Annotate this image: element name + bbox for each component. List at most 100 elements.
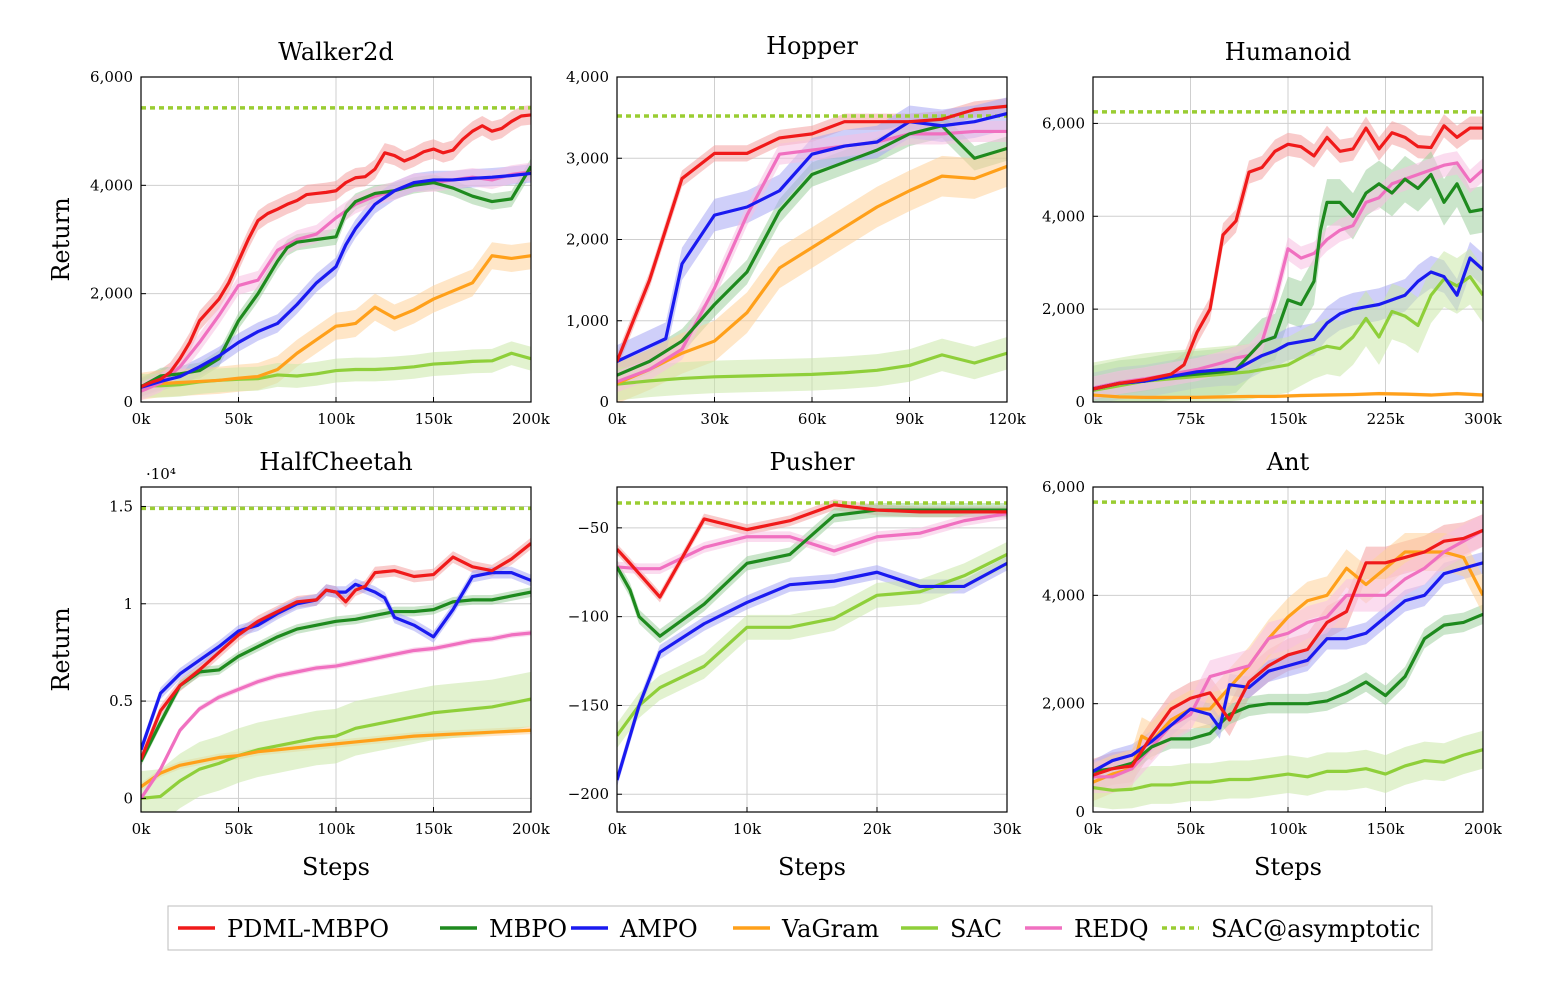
subplot-pusher: 0k 10k 20k 30k −200 −150 −100 −50 Pusher Steps <box>568 448 1022 881</box>
series-line-pdml-mbpo <box>617 503 1007 599</box>
band-vagram <box>141 242 531 400</box>
x-tick-label: 0k <box>132 410 152 428</box>
y-tick-label: 3,000 <box>566 149 609 167</box>
y-tick-label: 0 <box>123 393 133 411</box>
series-line-redq <box>1093 528 1483 779</box>
subplot-ant: 0k 50k 100k 150k 200k 0 2,000 4,000 6,000 Ant Step… <box>1042 448 1503 881</box>
series-line-mbpo <box>617 508 1007 638</box>
y-tick-label: 4,000 <box>1042 207 1085 225</box>
band-pdml-mbpo <box>1093 514 1483 792</box>
series-line-ampo <box>1093 256 1483 391</box>
legend-item-mbpo: MBPO <box>440 915 567 943</box>
legend-item-redq: REDQ <box>1025 915 1149 943</box>
x-tick-label: 50k <box>224 410 253 428</box>
legend-label: AMPO <box>619 915 698 943</box>
legend-label: REDQ <box>1074 915 1149 943</box>
series-line-pdml-mbpo <box>141 113 531 389</box>
legend-label: SAC <box>950 915 1002 943</box>
series-line-ampo <box>617 561 1007 781</box>
y-tick-label: 4,000 <box>566 68 609 86</box>
series-line-pdml-mbpo <box>617 104 1007 362</box>
band-sac <box>1093 730 1483 810</box>
legend-item-vagram: VaGram <box>733 915 879 943</box>
y-tick-label: 4,000 <box>90 176 133 194</box>
x-tick-label: 0k <box>1084 410 1104 428</box>
series-line-sac <box>141 697 531 800</box>
x-axis-label: Steps <box>302 853 370 881</box>
y-tick-label: −100 <box>568 608 609 626</box>
x-tick-label: 0k <box>132 820 152 838</box>
series-line-ampo <box>1093 561 1483 773</box>
x-tick-label: 10k <box>733 820 762 838</box>
band-redq <box>141 630 531 802</box>
subplot-humanoid: 0k 75k 150k 225k 300k 0 2,000 4,000 6,000 Humanoi… <box>1042 38 1503 428</box>
series-line-sac <box>1093 275 1483 392</box>
y-tick-label: 0 <box>123 789 133 807</box>
band-sac <box>617 337 1007 401</box>
legend-item-sac-asymptotic: SAC@asymptotic <box>1162 915 1420 943</box>
x-tick-label: 100k <box>317 820 356 838</box>
x-tick-label: 90k <box>895 410 924 428</box>
legend-item-sac: SAC <box>901 915 1002 943</box>
legend-item-ampo: AMPO <box>571 915 698 943</box>
x-tick-label: 200k <box>512 820 551 838</box>
y-axis-label: Return <box>47 607 75 691</box>
x-tick-label: 225k <box>1367 410 1406 428</box>
x-tick-label: 60k <box>798 410 827 428</box>
x-tick-label: 30k <box>993 820 1022 838</box>
subplot-halfcheetah: 0k 50k 100k 150k 200k 0 0.5 1 1.5 HalfCheetah ·10⁴… <box>47 448 551 881</box>
band-pdml-mbpo <box>617 499 1007 603</box>
plot-area <box>617 499 1007 788</box>
legend-label: SAC@asymptotic <box>1211 915 1420 943</box>
plot-area <box>141 105 531 401</box>
x-tick-label: 0k <box>608 820 628 838</box>
series-line-redq <box>617 129 1007 384</box>
x-tick-label: 120k <box>988 410 1027 428</box>
x-tick-label: 100k <box>1269 820 1308 838</box>
plot-area <box>1093 500 1483 810</box>
axes-frame <box>616 486 1008 813</box>
band-vagram <box>617 146 1007 402</box>
series-line-redq <box>1093 161 1483 390</box>
series-line-vagram <box>617 164 1007 385</box>
legend-label: VaGram <box>781 915 879 943</box>
band-ampo <box>141 164 531 397</box>
plot-area <box>617 97 1007 402</box>
x-tick-label: 150k <box>1367 820 1406 838</box>
band-redq <box>1093 151 1483 400</box>
series-line-vagram <box>1093 550 1483 784</box>
legend-label: PDML-MBPO <box>227 915 389 943</box>
series-line-vagram <box>141 728 531 789</box>
y-tick-label: 4,000 <box>1042 586 1085 604</box>
x-tick-label: 0k <box>1084 820 1104 838</box>
legend-box <box>167 905 1433 951</box>
series-line-vagram <box>141 254 531 388</box>
subplot-title: HalfCheetah <box>259 448 412 476</box>
y-tick-label: 0 <box>1075 803 1085 821</box>
y-tick-label: 0 <box>1075 393 1085 411</box>
subplot-grid: 0k 50k 100k 150k 200k02,0004,0006,000Walker2… <box>47 32 1503 881</box>
y-tick-label: 1,000 <box>566 312 609 330</box>
x-tick-label: 50k <box>224 820 253 838</box>
series-line-ampo <box>617 112 1007 363</box>
legend: PDML-MBPO MBPO AMPO VaGram SAC REDQ SAC@asympt… <box>167 905 1433 951</box>
y-tick-label: 0 <box>599 393 609 411</box>
series-line-mbpo <box>141 590 531 763</box>
y-tick-label: −150 <box>568 696 609 714</box>
y-scale-factor-label: ·10⁴ <box>146 465 176 483</box>
y-tick-label: 1.5 <box>109 497 133 515</box>
series-line-redq <box>141 631 531 800</box>
subplot-title: Pusher <box>769 448 855 476</box>
y-tick-label: 2,000 <box>566 231 609 249</box>
x-axis-label: Steps <box>778 853 846 881</box>
x-tick-label: 30k <box>700 410 729 428</box>
subplot-title: Hopper <box>766 32 858 60</box>
band-mbpo <box>1093 151 1483 402</box>
x-tick-label: 100k <box>317 410 356 428</box>
band-mbpo <box>1093 604 1483 782</box>
legend-item-pdml-mbpo: PDML-MBPO <box>178 915 389 943</box>
y-tick-label: 6,000 <box>1042 478 1085 496</box>
band-redq <box>141 162 531 401</box>
y-tick-label: 2,000 <box>1042 300 1085 318</box>
